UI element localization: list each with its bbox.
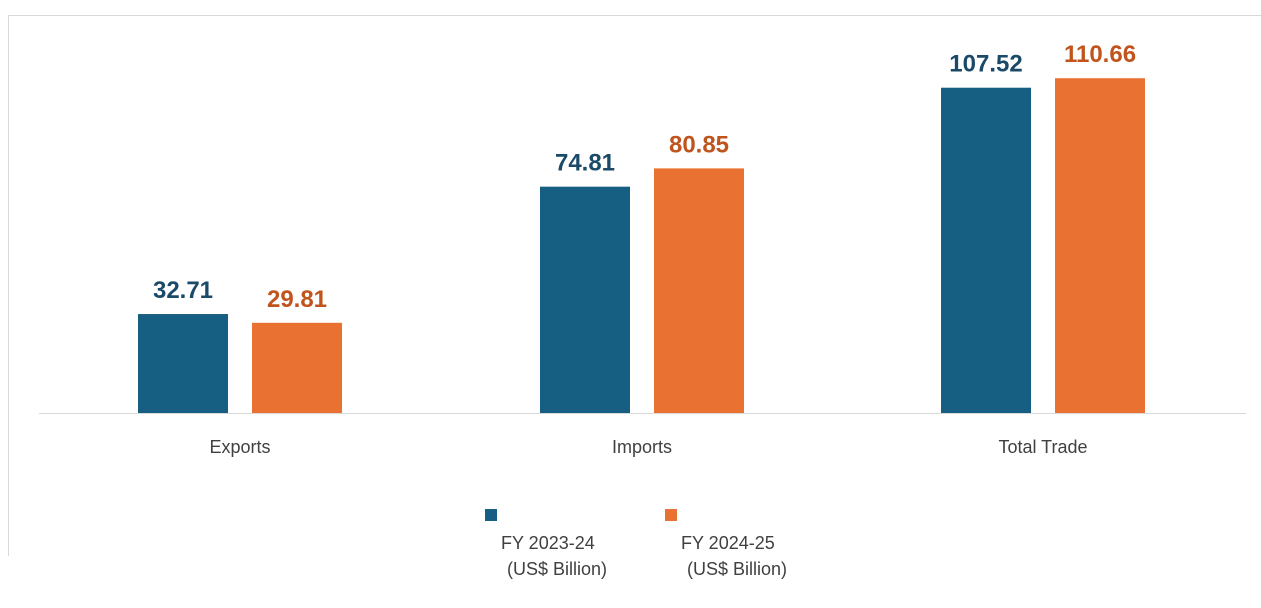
bar-total-trade-series-1: [941, 87, 1031, 413]
legend-item-fy-2024-25: FY 2024-25 (US$ Billion): [665, 504, 787, 608]
data-label-total-trade-series-1: 107.52: [949, 51, 1022, 78]
bar-exports-series-2: [252, 322, 342, 413]
legend-label-line2: (US$ Billion): [507, 559, 608, 579]
legend-label-line2: (US$ Billion): [687, 559, 788, 579]
bar-exports-series-1: [138, 314, 228, 413]
data-label-total-trade-series-2: 110.66: [1064, 41, 1136, 68]
data-label-exports-series-1: 32.71: [153, 277, 213, 304]
legend-label-line1: FY 2024-25: [681, 533, 775, 553]
data-label-exports-series-2: 29.81: [267, 286, 327, 313]
category-label-imports: Imports: [612, 437, 672, 457]
legend-swatch-fy-2023-24: [485, 509, 497, 521]
bar-chart: 32.71 29.81 Exports 74.81 80.85 Imports 107.52…: [39, 41, 1246, 457]
legend-label-fy-2023-24: FY 2023-24 (US$ Billion): [501, 504, 607, 608]
legend-item-fy-2023-24: FY 2023-24 (US$ Billion): [485, 504, 607, 608]
legend-label-fy-2024-25: FY 2024-25 (US$ Billion): [681, 504, 787, 608]
data-label-imports-series-1: 74.81: [555, 150, 615, 177]
category-label-total-trade: Total Trade: [998, 437, 1087, 457]
bar-imports-series-2: [654, 168, 744, 413]
legend-label-line1: FY 2023-24: [501, 533, 595, 553]
bar-total-trade-series-2: [1055, 78, 1145, 414]
chart-frame: 32.71 29.81 Exports 74.81 80.85 Imports 107.52…: [8, 15, 1261, 579]
category-label-exports: Exports: [209, 437, 270, 457]
legend-swatch-fy-2024-25: [665, 509, 677, 521]
bar-imports-series-1: [540, 186, 630, 413]
data-label-imports-series-2: 80.85: [669, 131, 729, 158]
